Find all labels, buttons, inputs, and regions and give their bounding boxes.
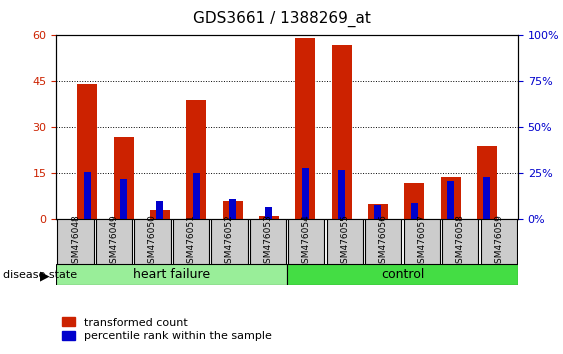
Text: GSM476056: GSM476056	[379, 214, 388, 269]
FancyBboxPatch shape	[327, 219, 363, 264]
Text: GSM476052: GSM476052	[225, 214, 234, 269]
Bar	[374, 205, 382, 219]
Legend: transformed count, percentile rank within the sample: transformed count, percentile rank withi…	[62, 317, 272, 341]
FancyBboxPatch shape	[442, 219, 479, 264]
Bar	[296, 39, 315, 219]
FancyBboxPatch shape	[135, 219, 171, 264]
Text: GSM476054: GSM476054	[302, 214, 311, 269]
FancyBboxPatch shape	[57, 219, 93, 264]
Text: GSM476051: GSM476051	[186, 214, 195, 269]
Text: ▶: ▶	[40, 269, 50, 282]
Bar	[84, 172, 91, 219]
FancyBboxPatch shape	[56, 264, 287, 285]
Bar	[229, 199, 236, 219]
Text: GSM476049: GSM476049	[110, 214, 118, 269]
Bar	[266, 207, 272, 219]
Text: control: control	[381, 268, 425, 281]
FancyBboxPatch shape	[481, 219, 517, 264]
Text: disease state: disease state	[3, 270, 77, 280]
Text: GDS3661 / 1388269_at: GDS3661 / 1388269_at	[193, 11, 370, 27]
FancyBboxPatch shape	[365, 219, 401, 264]
Text: GSM476055: GSM476055	[341, 214, 349, 269]
Bar	[368, 204, 388, 219]
FancyBboxPatch shape	[287, 264, 518, 285]
FancyBboxPatch shape	[404, 219, 440, 264]
Text: heart failure: heart failure	[133, 268, 210, 281]
Text: GSM476057: GSM476057	[417, 214, 426, 269]
Text: GSM476058: GSM476058	[456, 214, 464, 269]
Bar	[302, 168, 309, 219]
Bar	[114, 137, 133, 219]
Bar	[77, 85, 97, 219]
Bar	[186, 100, 206, 219]
Bar	[411, 203, 418, 219]
Bar	[120, 179, 127, 219]
FancyBboxPatch shape	[211, 219, 248, 264]
Bar	[332, 45, 352, 219]
Bar	[477, 146, 497, 219]
Bar	[259, 216, 279, 219]
Text: GSM476053: GSM476053	[263, 214, 272, 269]
FancyBboxPatch shape	[173, 219, 209, 264]
Bar	[150, 210, 170, 219]
Bar	[157, 201, 163, 219]
FancyBboxPatch shape	[288, 219, 324, 264]
FancyBboxPatch shape	[250, 219, 286, 264]
Bar	[404, 183, 425, 219]
Bar	[441, 177, 461, 219]
Text: GSM476059: GSM476059	[494, 214, 503, 269]
Bar	[222, 201, 243, 219]
Text: GSM476048: GSM476048	[71, 214, 80, 269]
Bar	[338, 170, 345, 219]
Bar	[484, 177, 490, 219]
Bar	[447, 181, 454, 219]
FancyBboxPatch shape	[96, 219, 132, 264]
Bar	[193, 173, 200, 219]
Text: GSM476050: GSM476050	[148, 214, 157, 269]
